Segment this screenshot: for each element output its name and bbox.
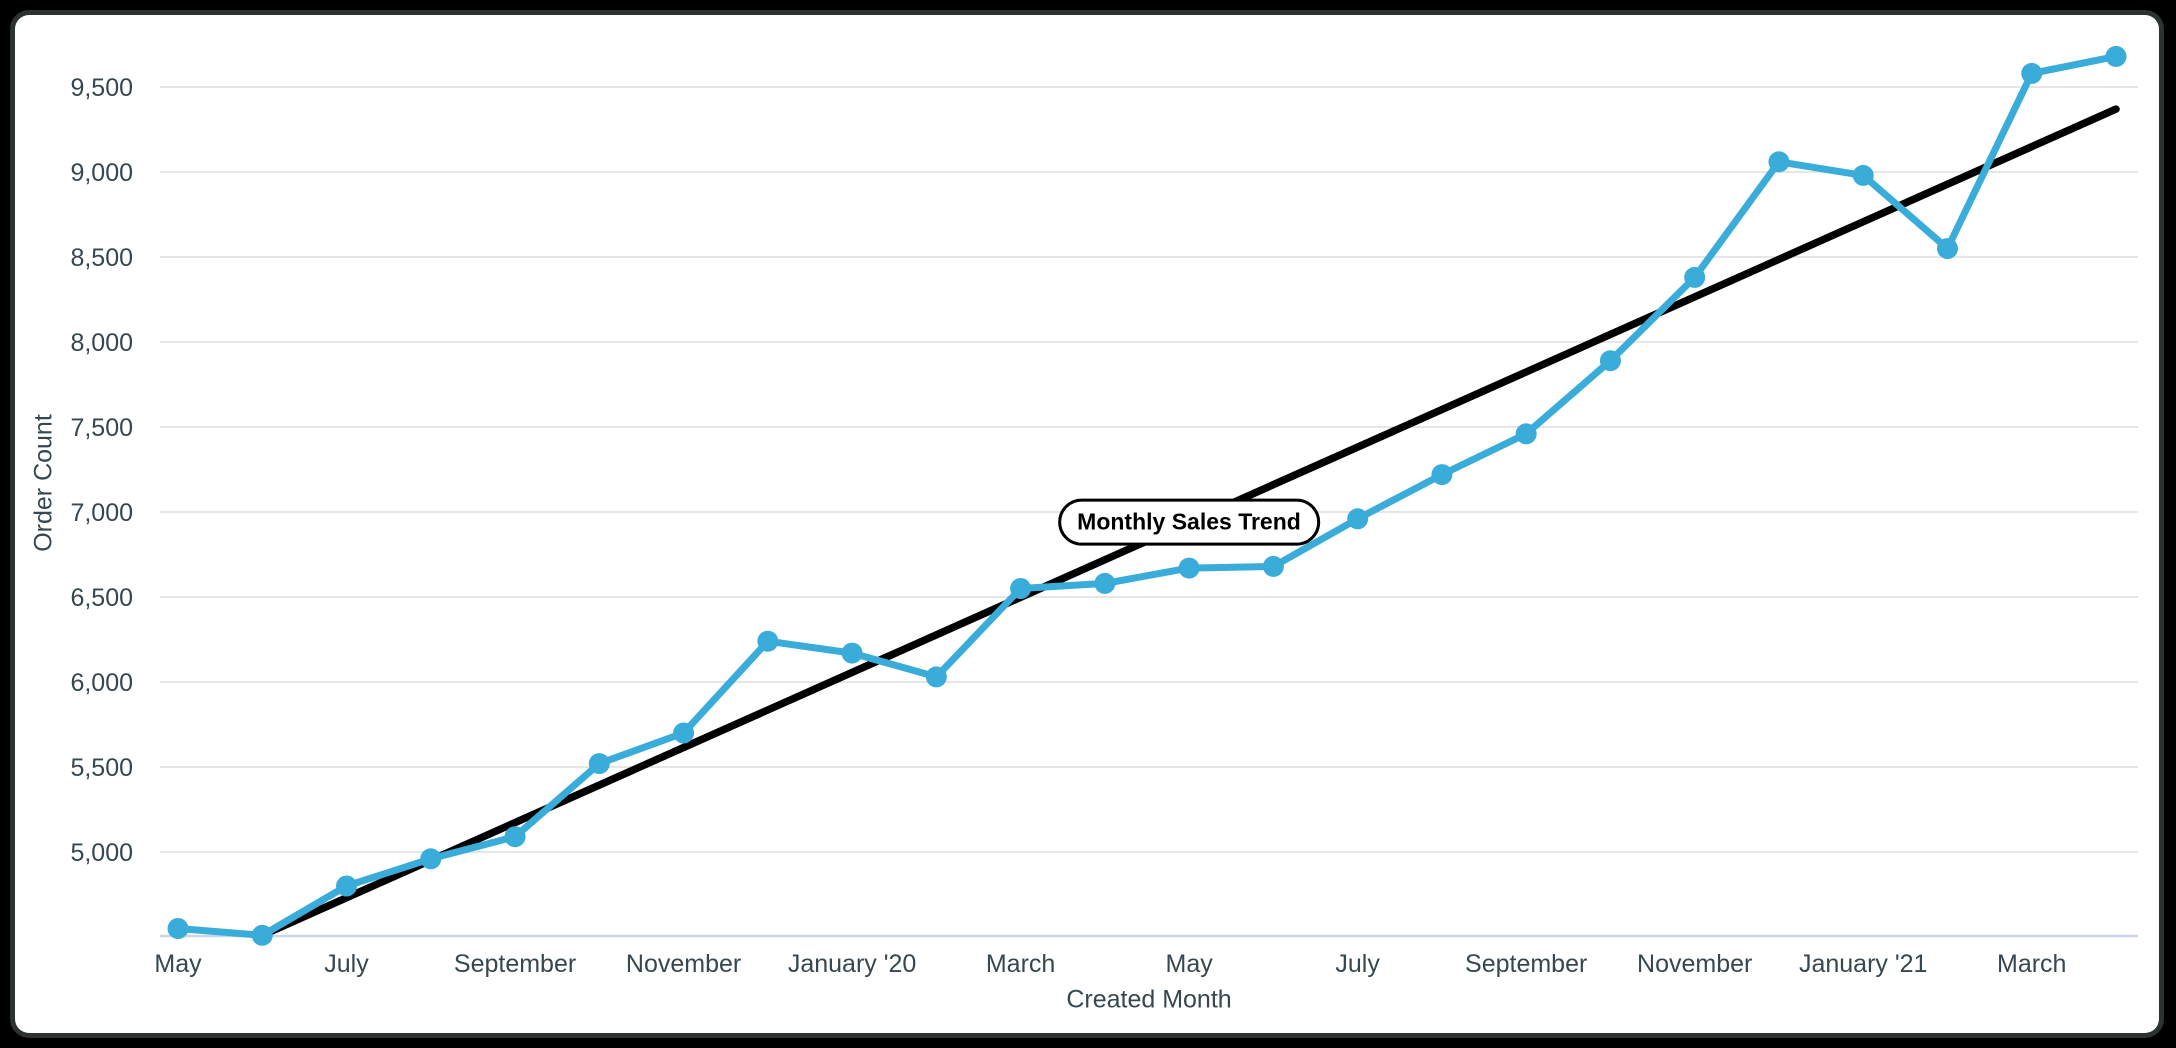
y-tick-label: 8,500 [70,244,133,272]
x-tick-label: May [154,950,202,978]
y-tick-label: 6,500 [70,584,133,612]
x-tick-label: November [626,950,741,978]
x-tick-label: January '20 [788,950,916,978]
data-point-marker[interactable] [1178,557,1200,579]
x-tick-label: July [1335,950,1380,978]
series-label-pill: Monthly Sales Trend [1058,498,1320,546]
y-tick-label: 5,000 [70,839,133,867]
x-tick-label: September [1465,950,1587,978]
x-tick-label: September [454,950,576,978]
data-point-marker[interactable] [1852,164,1874,186]
data-point-marker[interactable] [757,630,779,652]
data-point-marker[interactable] [1347,508,1369,530]
data-point-marker[interactable] [1431,464,1453,486]
data-point-marker[interactable] [1010,578,1032,599]
x-tick-label: January '21 [1799,950,1927,978]
x-tick-label: March [986,950,1055,978]
data-point-marker[interactable] [1599,350,1621,372]
x-tick-label: March [1997,950,2066,978]
data-point-marker[interactable] [251,924,273,946]
data-point-marker[interactable] [2021,62,2043,84]
y-tick-label: 5,500 [70,754,133,782]
data-point-marker[interactable] [504,826,526,848]
y-tick-label: 9,000 [70,159,133,187]
data-point-marker[interactable] [167,918,189,939]
x-tick-label: May [1166,950,1214,978]
data-point-marker[interactable] [336,875,358,897]
data-point-marker[interactable] [2105,45,2127,67]
data-point-marker[interactable] [1936,238,1958,259]
data-point-marker[interactable] [925,666,947,688]
data-point-marker[interactable] [841,642,863,664]
data-point-marker[interactable] [1768,151,1790,173]
data-point-marker[interactable] [1262,555,1284,577]
x-tick-label: July [324,950,369,978]
data-point-marker[interactable] [1515,423,1537,445]
x-axis-title: Created Month [1066,985,1232,1014]
y-tick-label: 6,000 [70,669,133,697]
sales-series-line[interactable] [174,52,2120,939]
x-tick-label: November [1637,950,1752,978]
y-tick-label: 7,000 [70,499,133,527]
y-tick-label: 7,500 [70,414,133,442]
y-axis-title: Order Count [29,414,58,552]
y-tick-label: 9,500 [70,74,133,102]
data-point-marker[interactable] [1684,266,1706,288]
data-point-marker[interactable] [420,848,442,870]
data-point-marker[interactable] [588,753,610,775]
y-tick-label: 8,000 [70,329,133,357]
data-point-marker[interactable] [673,722,695,744]
data-point-marker[interactable] [1094,572,1116,594]
